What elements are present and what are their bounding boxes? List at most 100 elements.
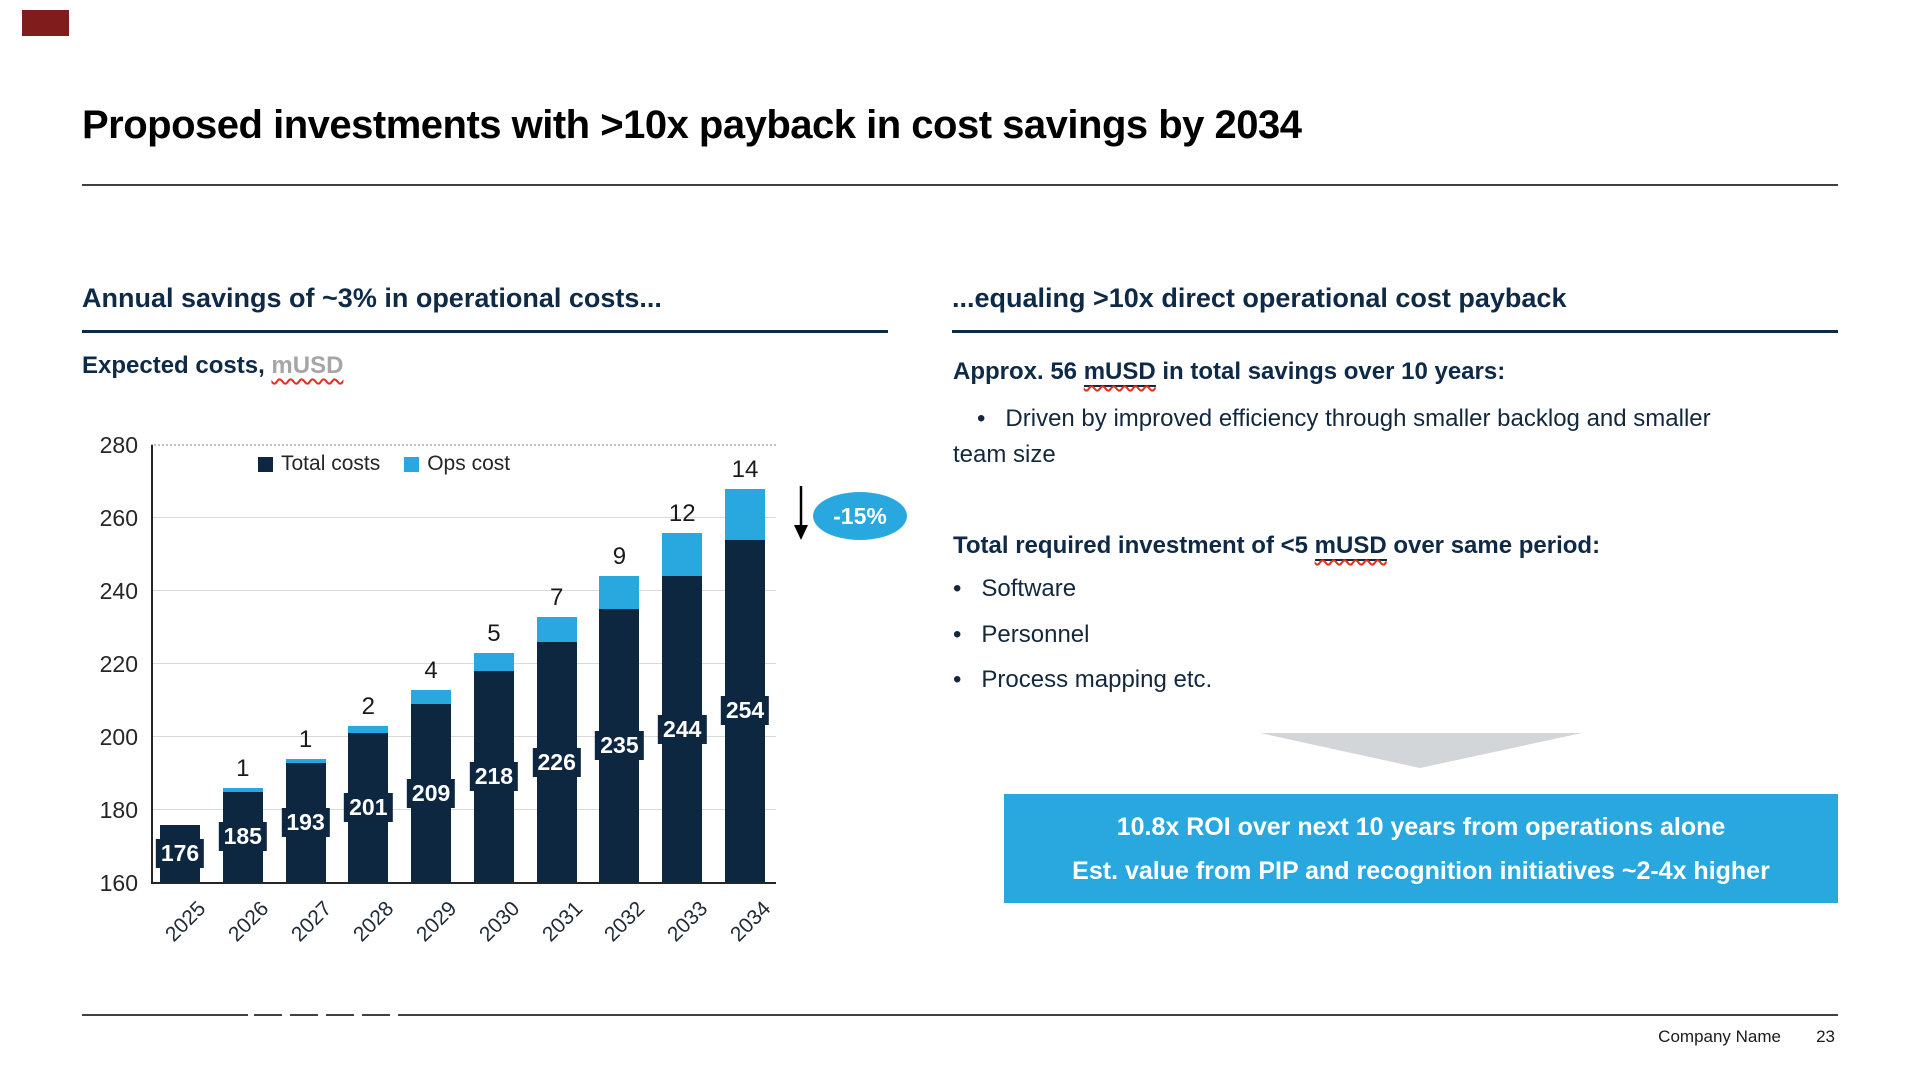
savings-statement: Approx. 56 mUSD in total savings over 10… xyxy=(953,358,1506,387)
ops-cost-data-label: 4 xyxy=(424,656,438,684)
bar-ops-cost xyxy=(599,576,640,610)
bullet-dot-icon: • xyxy=(953,575,962,602)
y-axis-line xyxy=(151,445,153,883)
right-heading: ...equaling >10x direct operational cost… xyxy=(952,283,1567,313)
footer-dash xyxy=(254,1014,282,1016)
roi-line-1: 10.8x ROI over next 10 years from operat… xyxy=(1116,812,1726,841)
savings-bullet-text: Driven by improved efficiency through sm… xyxy=(953,405,1711,468)
bar-ops-cost xyxy=(411,689,452,705)
savings-statement-suffix: in total savings over 10 years: xyxy=(1155,358,1506,385)
right-heading-rule xyxy=(952,330,1838,333)
ops-cost-data-label: 14 xyxy=(731,455,759,483)
bar-ops-cost xyxy=(285,758,326,763)
ops-cost-data-label: 5 xyxy=(487,620,501,648)
down-chevron-icon xyxy=(1260,733,1582,768)
gridline xyxy=(151,736,776,737)
y-axis-tick-label: 160 xyxy=(99,870,138,896)
chart-title-unit: mUSD xyxy=(271,352,344,379)
investment-statement-unit: mUSD xyxy=(1314,532,1387,561)
x-axis-tick-label: 2025 xyxy=(160,897,211,947)
bullet-text: Process mapping etc. xyxy=(981,666,1213,693)
bar-ops-cost xyxy=(473,653,514,672)
annotation-ellipse xyxy=(813,492,907,540)
x-axis-tick-label: 2030 xyxy=(474,897,525,947)
title-divider xyxy=(82,184,1838,186)
total-costs-data-label: 254 xyxy=(720,696,770,726)
bar-ops-cost xyxy=(348,726,389,734)
legend-label-total-costs: Total costs xyxy=(281,452,381,475)
legend-item-total-costs: Total costs xyxy=(258,452,380,476)
bar-ops-cost xyxy=(725,488,766,540)
footer-company-name: Company Name xyxy=(1658,1027,1781,1046)
bullet-text: Software xyxy=(981,575,1077,602)
total-costs-data-label: 185 xyxy=(218,822,267,852)
y-axis-tick-label: 240 xyxy=(99,578,138,604)
slide-title: Proposed investments with >10x payback i… xyxy=(82,103,1302,147)
roi-callout-box: 10.8x ROI over next 10 years from operat… xyxy=(1004,794,1838,903)
roi-line-2: Est. value from PIP and recognition init… xyxy=(1072,856,1770,885)
ops-cost-data-label: 12 xyxy=(668,499,696,527)
corner-red-mark xyxy=(22,10,69,36)
legend-swatch-total-costs-icon xyxy=(258,456,273,472)
y-axis-tick-label: 200 xyxy=(99,724,138,750)
x-axis-tick-label: 2029 xyxy=(412,897,462,947)
bar-ops-cost xyxy=(222,788,263,792)
down-arrow-head-icon xyxy=(794,525,808,540)
bullet-dot-icon: • xyxy=(953,666,962,693)
total-costs-data-label: 226 xyxy=(532,747,581,777)
ops-cost-data-label: 2 xyxy=(361,693,376,721)
bullet-text: Personnel xyxy=(981,621,1090,648)
bar-ops-cost xyxy=(662,532,703,577)
savings-statement-prefix: Approx. 56 xyxy=(953,358,1084,385)
x-axis-tick-label: 2026 xyxy=(223,897,274,947)
investment-statement-suffix: over same period: xyxy=(1386,532,1601,559)
chart-legend: Total costs Ops cost xyxy=(258,452,510,476)
investment-statement: Total required investment of <5 mUSD ove… xyxy=(953,532,1601,561)
savings-statement-unit: mUSD xyxy=(1083,358,1156,387)
legend-item-ops-cost: Ops cost xyxy=(404,452,510,476)
bullet-dot-icon: • xyxy=(953,621,962,648)
footer-page-number: 23 xyxy=(1816,1027,1835,1046)
ops-cost-data-label: 1 xyxy=(236,755,250,783)
ops-cost-data-label: 9 xyxy=(612,543,627,571)
gridline xyxy=(151,809,776,810)
gridline xyxy=(151,517,776,518)
x-axis-tick-label: 2027 xyxy=(286,897,336,947)
investment-statement-prefix: Total required investment of <5 xyxy=(953,532,1315,559)
footer-dash xyxy=(398,1014,416,1016)
ops-cost-data-label: 1 xyxy=(298,725,313,753)
footer-dash xyxy=(290,1014,318,1016)
ops-cost-data-label: 7 xyxy=(549,583,564,611)
chart-title: Expected costs, mUSD xyxy=(82,352,343,380)
annotation-label: -15% xyxy=(833,503,887,529)
y-axis-tick-label: 180 xyxy=(99,797,138,823)
chart-title-bold: Expected costs, xyxy=(82,352,265,379)
footer-divider xyxy=(82,1014,1838,1016)
total-costs-data-label: 176 xyxy=(155,838,205,868)
left-heading-rule xyxy=(82,330,888,333)
x-axis-tick-label: 2034 xyxy=(725,897,776,947)
bullet-dot-icon: • xyxy=(977,405,1006,432)
investment-bullet-process: • Process mapping etc. xyxy=(953,666,1212,694)
y-axis-tick-label: 260 xyxy=(99,505,138,531)
x-axis-tick-label: 2033 xyxy=(663,897,713,947)
total-costs-data-label: 209 xyxy=(406,778,456,808)
x-axis-tick-label: 2031 xyxy=(537,897,587,947)
x-axis-tick-label: 2028 xyxy=(349,897,399,947)
y-axis-tick-label: 220 xyxy=(99,651,138,677)
bar-ops-cost xyxy=(536,616,577,643)
gridline xyxy=(151,663,776,664)
savings-bullet: • Driven by improved efficiency through … xyxy=(953,401,1723,473)
legend-label-ops-cost: Ops cost xyxy=(427,452,511,475)
total-costs-data-label: 235 xyxy=(595,731,644,761)
left-heading: Annual savings of ~3% in operational cos… xyxy=(82,283,662,313)
total-costs-data-label: 218 xyxy=(469,762,519,792)
gridline xyxy=(151,590,776,591)
footer-dash xyxy=(326,1014,354,1016)
legend-swatch-ops-cost-icon xyxy=(404,456,420,472)
investment-bullet-personnel: • Personnel xyxy=(953,621,1089,649)
investment-bullet-software: • Software xyxy=(953,575,1076,603)
minus-15-annotation: -15% xyxy=(794,486,907,540)
gridline xyxy=(151,444,776,446)
